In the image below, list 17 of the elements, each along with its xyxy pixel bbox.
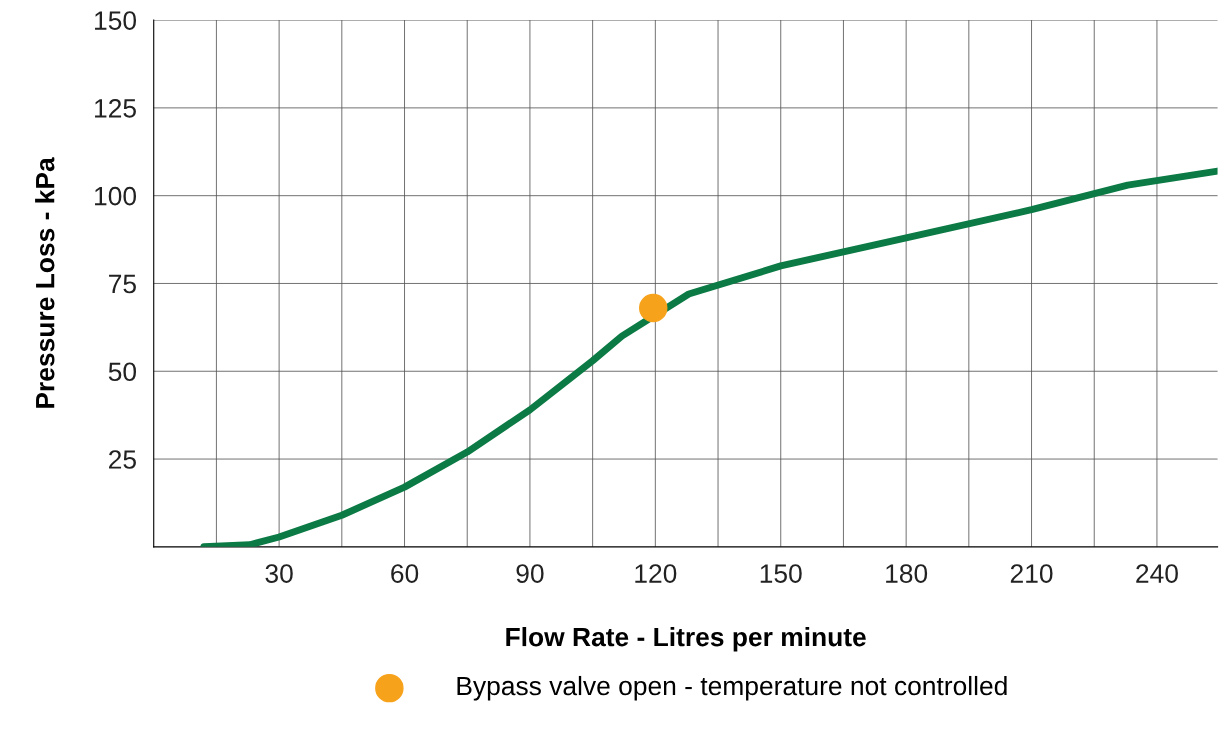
x-tick-label: 240	[1136, 564, 1178, 583]
y-axis-title: Pressure Loss - kPa	[35, 157, 55, 408]
x-tick-label: 120	[635, 564, 677, 583]
x-axis-title: Flow Rate - Litres per minute	[506, 626, 866, 652]
y-tick-label: 150	[95, 11, 137, 30]
legend-label: Bypass valve open - temperature not controlled	[457, 675, 1007, 701]
y-tick-label: 50	[108, 362, 137, 382]
x-tick-label: 60	[391, 564, 419, 583]
x-tick-label: 180	[886, 564, 928, 583]
x-tick-label: 90	[516, 564, 544, 583]
x-tick-label: 210	[1010, 564, 1053, 583]
x-tick-label: 30	[265, 564, 293, 583]
y-tick-label: 75	[109, 274, 136, 294]
y-tick-label: 125	[95, 99, 136, 118]
x-tick-label: 150	[760, 564, 802, 583]
y-tick-label: 100	[95, 186, 137, 206]
y-tick-label: 25	[109, 450, 136, 469]
